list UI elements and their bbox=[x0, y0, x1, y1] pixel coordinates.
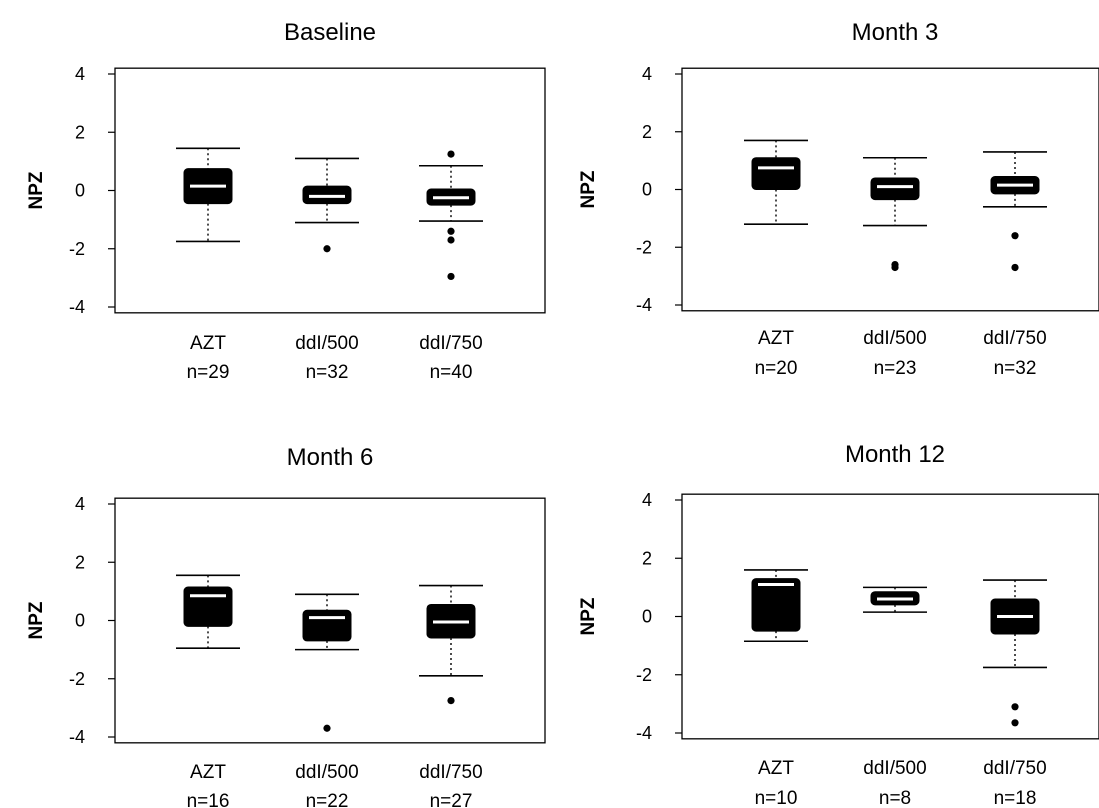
outlier-point bbox=[447, 227, 455, 235]
y-tick-label: -2 bbox=[636, 237, 652, 257]
y-tick-label: 2 bbox=[75, 122, 85, 142]
sample-size-label: n=27 bbox=[430, 791, 473, 808]
y-tick-label: 0 bbox=[75, 181, 85, 201]
outlier-point bbox=[1011, 703, 1019, 711]
chart-title: Baseline bbox=[284, 19, 376, 46]
y-tick-label: -4 bbox=[636, 295, 652, 315]
outlier-point bbox=[1011, 719, 1019, 727]
y-axis-label: NPZ bbox=[578, 597, 599, 635]
y-axis-label: NPZ bbox=[578, 170, 599, 208]
box-azt bbox=[176, 147, 240, 243]
sample-size-label: n=22 bbox=[306, 791, 349, 808]
chart-title: Month 6 bbox=[287, 444, 374, 471]
y-tick-label: 2 bbox=[642, 122, 652, 142]
y-tick-label: -2 bbox=[69, 669, 85, 689]
outlier-point bbox=[447, 272, 455, 281]
y-tick-label: -4 bbox=[69, 727, 85, 747]
chart-panel-4: Month 12 NPZ 4 2 0 -2 -4 AZT n=10 ddI/500 n=8 ddI/7… bbox=[578, 441, 1099, 808]
outlier-point bbox=[447, 696, 455, 705]
y-tick-label: 0 bbox=[642, 180, 652, 200]
y-axis-label: NPZ bbox=[26, 601, 47, 639]
box-azt bbox=[176, 574, 240, 649]
sample-size-label: n=10 bbox=[755, 788, 798, 808]
chart-title: Month 12 bbox=[845, 441, 945, 468]
y-tick-label: -4 bbox=[69, 297, 85, 317]
outlier-point bbox=[447, 150, 455, 158]
sample-size-label: n=16 bbox=[187, 791, 230, 808]
box-ddi-750 bbox=[983, 151, 1047, 272]
chart-panel-1: Baseline NPZ 4 2 0 -2 -4 AZT n=29 ddI/500 n=32 ddI/… bbox=[26, 19, 546, 383]
category-label: AZT bbox=[190, 333, 226, 354]
box-ddi-500 bbox=[295, 593, 359, 732]
y-axis-label: NPZ bbox=[26, 171, 47, 209]
category-label: ddI/500 bbox=[863, 758, 926, 779]
iqr-box bbox=[302, 609, 352, 642]
y-tick-label: 2 bbox=[642, 548, 652, 568]
category-label: ddI/750 bbox=[983, 758, 1046, 779]
outlier-point bbox=[891, 263, 899, 272]
sample-size-label: n=29 bbox=[187, 362, 230, 383]
iqr-box bbox=[751, 578, 801, 632]
y-tick-label: 4 bbox=[642, 490, 652, 510]
outlier-point bbox=[1011, 232, 1019, 240]
y-tick-label: 4 bbox=[75, 494, 85, 514]
y-tick-label: 4 bbox=[75, 64, 85, 84]
sample-size-label: n=8 bbox=[879, 788, 911, 808]
outlier-point bbox=[447, 236, 455, 244]
y-tick-label: -2 bbox=[69, 239, 85, 259]
y-tick-label: 0 bbox=[75, 611, 85, 631]
box-ddi-500 bbox=[295, 157, 359, 253]
box-ddi-500 bbox=[863, 156, 927, 272]
category-label: ddI/750 bbox=[983, 328, 1046, 349]
category-label: AZT bbox=[758, 758, 794, 779]
box-ddi-500 bbox=[863, 586, 927, 613]
box-azt bbox=[744, 139, 808, 225]
sample-size-label: n=32 bbox=[994, 358, 1037, 379]
sample-size-label: n=18 bbox=[994, 788, 1037, 808]
iqr-box bbox=[870, 177, 920, 201]
y-tick-label: 4 bbox=[642, 64, 652, 84]
y-tick-label: 2 bbox=[75, 552, 85, 572]
box-ddi-750 bbox=[419, 584, 483, 705]
category-label: ddI/750 bbox=[419, 333, 482, 354]
chart-panel-2: Month 3 NPZ 4 2 0 -2 -4 AZT n=20 ddI/500 n=23 ddI/7… bbox=[578, 19, 1099, 379]
iqr-box bbox=[183, 586, 233, 627]
category-label: ddI/750 bbox=[419, 762, 482, 783]
box-ddi-750 bbox=[983, 579, 1047, 727]
sample-size-label: n=20 bbox=[755, 358, 798, 379]
y-tick-label: 0 bbox=[642, 607, 652, 627]
outlier-point bbox=[1011, 263, 1019, 272]
sample-size-label: n=23 bbox=[874, 358, 917, 379]
box-ddi-750 bbox=[419, 150, 483, 281]
sample-size-label: n=40 bbox=[430, 362, 473, 383]
category-label: AZT bbox=[758, 328, 794, 349]
outlier-point bbox=[323, 245, 331, 253]
category-label: ddI/500 bbox=[295, 762, 358, 783]
outlier-point bbox=[323, 724, 331, 732]
category-label: AZT bbox=[190, 762, 226, 783]
y-tick-label: -4 bbox=[636, 723, 652, 743]
category-label: ddI/500 bbox=[295, 333, 358, 354]
chart-title: Month 3 bbox=[852, 19, 939, 46]
y-tick-label: -2 bbox=[636, 665, 652, 685]
box-azt bbox=[744, 569, 808, 643]
sample-size-label: n=32 bbox=[306, 362, 349, 383]
chart-panel-3: Month 6 NPZ 4 2 0 -2 -4 AZT n=16 ddI/500 n=22 ddI/7… bbox=[26, 444, 546, 808]
iqr-box bbox=[751, 157, 801, 191]
category-label: ddI/500 bbox=[863, 328, 926, 349]
